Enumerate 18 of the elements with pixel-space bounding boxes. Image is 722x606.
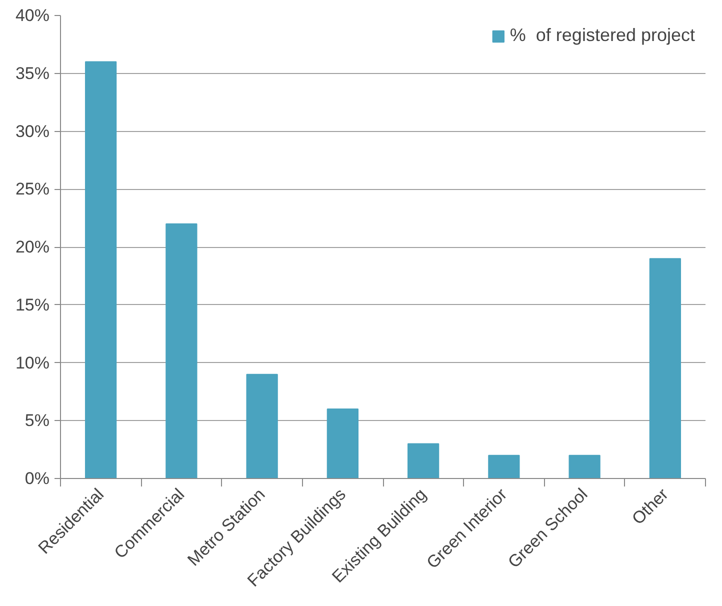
y-tick-label: 10%	[15, 353, 50, 372]
y-tick-label: 15%	[15, 295, 50, 314]
y-tick-label: 30%	[15, 122, 50, 141]
bar	[568, 454, 600, 478]
bar	[488, 454, 520, 478]
bar	[166, 223, 198, 478]
y-tick-label: 35%	[15, 64, 50, 83]
y-tick-label: 0%	[24, 469, 50, 488]
y-tick-label: 5%	[24, 411, 50, 430]
legend-label: % of registered project	[510, 25, 695, 46]
bar	[246, 374, 278, 478]
bar	[326, 408, 359, 478]
bar	[84, 61, 117, 478]
y-tick-label: 40%	[15, 6, 50, 25]
y-tick-label: 25%	[15, 180, 50, 199]
y-tick-label: 20%	[15, 238, 50, 256]
bar	[407, 443, 440, 478]
bar	[649, 258, 682, 478]
